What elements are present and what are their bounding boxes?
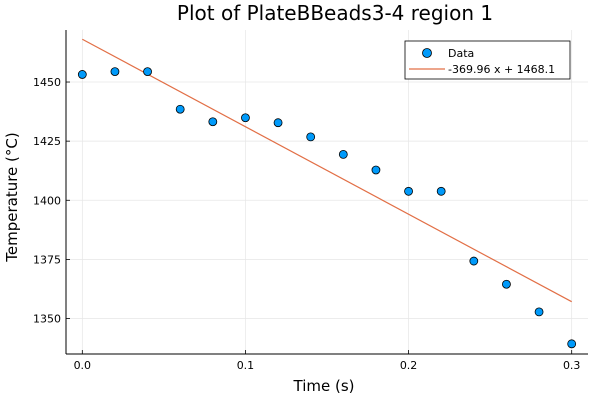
legend-label-data: Data xyxy=(448,47,474,60)
legend-box xyxy=(404,40,571,80)
x-axis-label: Time (s) xyxy=(293,377,355,395)
data-point-11 xyxy=(436,186,446,196)
data-point-15 xyxy=(567,339,577,349)
data-point-7 xyxy=(306,132,316,142)
data-point-13 xyxy=(502,279,511,289)
data-point-5 xyxy=(241,113,250,123)
y-tick-label-1: 1375 xyxy=(33,253,61,266)
data-point-4 xyxy=(208,117,218,127)
y-axis-label: Temperature (°C) xyxy=(3,132,21,262)
data-point-8 xyxy=(338,149,348,159)
data-point-10 xyxy=(404,186,413,196)
legend-marker-data xyxy=(422,48,432,58)
data-point-1 xyxy=(110,67,120,77)
chart-title: Plot of PlateBBeads3-4 region 1 xyxy=(177,1,493,25)
legend-label-fit: -369.96 x + 1468.1 xyxy=(448,63,555,76)
data-point-12 xyxy=(469,256,479,266)
data-point-9 xyxy=(371,165,381,175)
y-tick-label-4: 1450 xyxy=(33,76,61,89)
x-tick-label-2: 0.2 xyxy=(400,359,418,372)
fit-line xyxy=(82,38,572,303)
data-point-3 xyxy=(175,104,185,114)
y-tick-label-2: 1400 xyxy=(33,194,61,207)
x-tick-label-1: 0.1 xyxy=(237,359,255,372)
data-point-0 xyxy=(77,70,87,79)
y-tick-label-3: 1425 xyxy=(33,135,61,148)
legend: Data -369.96 x + 1468.1 xyxy=(404,40,571,80)
data-point-14 xyxy=(534,307,544,317)
x-axis-ticks: 0.0 0.1 0.2 0.3 xyxy=(74,350,581,372)
x-tick-label-3: 0.3 xyxy=(563,359,581,372)
fit-line-series xyxy=(82,38,572,303)
axes-frame xyxy=(65,30,588,355)
data-point-6 xyxy=(273,118,283,128)
grid-lines xyxy=(66,30,588,354)
y-tick-label-0: 1350 xyxy=(33,313,61,326)
data-point-2 xyxy=(143,67,152,77)
x-tick-label-0: 0.0 xyxy=(74,359,92,372)
y-axis-ticks: 1350 1375 1400 1425 1450 xyxy=(33,76,70,326)
data-points xyxy=(77,67,577,349)
